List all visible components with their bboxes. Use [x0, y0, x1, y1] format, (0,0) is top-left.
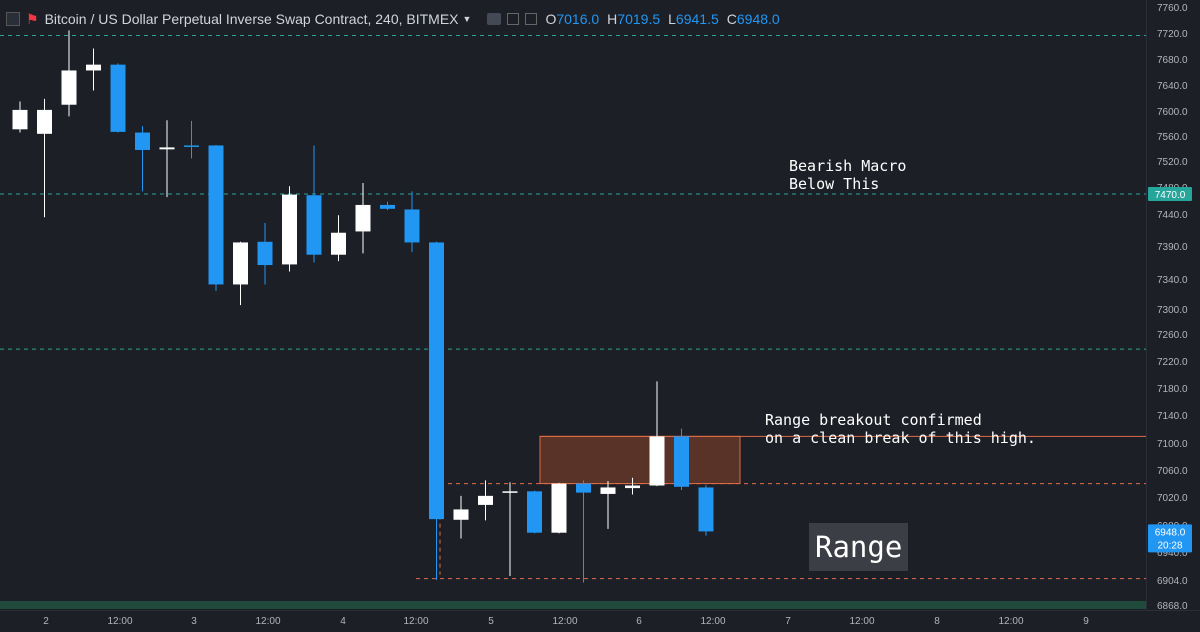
price-tick-label: 7340.0	[1157, 275, 1188, 286]
price-tick-label: 7720.0	[1157, 29, 1188, 40]
ohlc-open: O7016.0	[545, 11, 600, 27]
candle-body	[674, 436, 689, 487]
range-breakout-annotation[interactable]: Range breakout confirmed on a clean brea…	[765, 411, 1036, 447]
breakout-zone-layer	[539, 435, 1146, 485]
time-tick-label: 7	[785, 616, 791, 627]
price-badges: 7470.0 6948.0 20:28	[1148, 186, 1192, 553]
last-price-badge-text: 6948.0	[1155, 527, 1186, 538]
last-price-badge	[1148, 524, 1192, 553]
bar-countdown-text: 20:28	[1157, 540, 1182, 551]
time-tick-label: 12:00	[849, 616, 874, 627]
level-price-badge	[1148, 186, 1192, 201]
ohlc-values: O7016.0 H7019.5 L6941.5 C6948.0	[545, 11, 779, 27]
time-tick-label: 12:00	[403, 616, 428, 627]
chart-legend: ⚑ Bitcoin / US Dollar Perpetual Inverse …	[0, 0, 780, 38]
price-tick-label: 6904.0	[1157, 576, 1188, 587]
price-tick-label: 7220.0	[1157, 357, 1188, 368]
candle-body	[478, 495, 493, 505]
time-tick-label: 12:00	[107, 616, 132, 627]
time-tick-label: 12:00	[998, 616, 1023, 627]
price-tick-label: 7560.0	[1157, 132, 1188, 143]
candle-body	[233, 242, 248, 285]
candle-body	[110, 64, 126, 132]
price-axis[interactable]: 7760.0 7720.0 7680.0 7640.0 7600.0 7560.0 7520…	[1146, 0, 1189, 612]
ohlc-high: H7019.5	[607, 11, 661, 27]
time-tick-label: 12:00	[255, 616, 280, 627]
candle-body	[257, 241, 273, 266]
price-tick-label: 7760.0	[1157, 3, 1188, 14]
candle-body	[429, 242, 444, 520]
candle-body	[698, 487, 714, 532]
candle-body	[184, 145, 199, 147]
candle-body	[37, 109, 52, 134]
candle-body	[282, 194, 297, 265]
eye-icon[interactable]	[487, 13, 502, 25]
candle-body	[551, 483, 567, 533]
price-tick-label: 7300.0	[1157, 305, 1188, 316]
candle-body	[600, 487, 616, 494]
exchange-flag-icon: ⚑	[26, 10, 39, 27]
time-tick-label: 2	[43, 616, 49, 627]
price-tick-label: 7390.0	[1157, 242, 1188, 253]
price-tick-label: 6940.0	[1157, 548, 1188, 559]
candle-body	[208, 145, 224, 285]
candle-body	[625, 485, 640, 489]
candle-body	[649, 436, 665, 486]
candle-body	[61, 70, 77, 105]
price-tick-label: 7260.0	[1157, 330, 1188, 341]
time-tick-label: 9	[1083, 616, 1089, 627]
time-tick-label: 12:00	[552, 616, 577, 627]
price-tick-label: 7440.0	[1157, 210, 1188, 221]
time-tick-label: 5	[488, 616, 494, 627]
candle-body	[404, 209, 420, 243]
breakout-zone-box	[539, 435, 741, 485]
time-axis[interactable]: 2 12:00 3 12:00 4 12:00 5 12:00 6 12:00 7 12:00 8 12:…	[0, 610, 1200, 628]
symbol-title[interactable]: Bitcoin / US Dollar Perpetual Inverse Sw…	[44, 11, 459, 27]
candles-layer	[0, 30, 1146, 609]
close-icon[interactable]	[525, 13, 538, 25]
price-tick-label: 7520.0	[1157, 157, 1188, 168]
settings-icon[interactable]	[507, 13, 520, 25]
candle-body	[331, 232, 346, 255]
range-label[interactable]: Range	[809, 523, 909, 571]
candle-body	[527, 491, 542, 533]
price-tick-label: 7680.0	[1157, 55, 1188, 66]
price-tick-label: 7060.0	[1157, 466, 1188, 477]
price-tick-label: 7600.0	[1157, 107, 1188, 118]
ohlc-close: C6948.0	[726, 11, 780, 27]
time-tick-label: 6	[636, 616, 642, 627]
time-tick-label: 4	[340, 616, 346, 627]
volume-strip	[0, 601, 1146, 609]
bearish-macro-annotation[interactable]: Bearish Macro Below This	[789, 157, 907, 193]
candle-body	[12, 109, 28, 130]
collapse-legend-button[interactable]	[6, 12, 20, 26]
price-tick-label: 7180.0	[1157, 384, 1188, 395]
price-tick-label: 7020.0	[1157, 493, 1188, 504]
candle-body	[453, 509, 469, 520]
level-price-badge-text: 7470.0	[1155, 190, 1186, 201]
candle-body	[576, 483, 591, 493]
time-tick-label: 12:00	[700, 616, 725, 627]
candle-body	[159, 147, 175, 150]
price-tick-label: 7100.0	[1157, 439, 1188, 450]
time-tick-label: 3	[191, 616, 197, 627]
time-tick-label: 8	[934, 616, 940, 627]
candle-body	[355, 204, 371, 232]
ohlc-low: L6941.5	[668, 11, 719, 27]
chevron-down-icon[interactable]: ▼	[462, 14, 472, 24]
price-tick-label: 6868.0	[1157, 601, 1188, 612]
candle-body	[306, 195, 322, 255]
level-lines-layer	[0, 35, 1146, 580]
price-tick-label: 7140.0	[1157, 411, 1188, 422]
candle-body	[380, 204, 395, 209]
candle-body	[135, 132, 150, 150]
price-tick-label: 7640.0	[1157, 81, 1188, 92]
candle-body	[86, 64, 101, 71]
candle-body	[502, 491, 518, 493]
